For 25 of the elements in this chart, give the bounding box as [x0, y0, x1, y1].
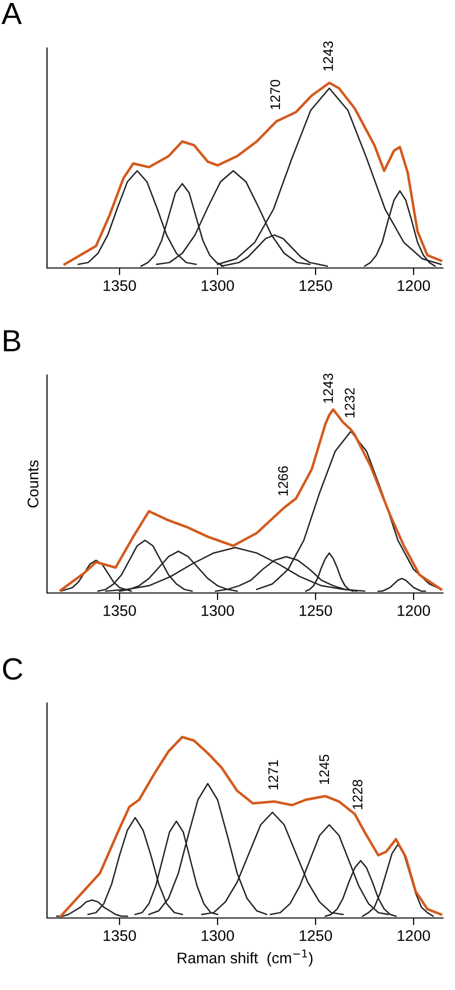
chart-title: B — [4, 330, 20, 352]
x-tick-label: 1200 — [398, 605, 430, 616]
annotation: 1270 — [270, 80, 280, 110]
annotation: 1243 — [323, 374, 334, 403]
x-tick-label: 1250 — [300, 280, 332, 292]
x-tick-label: 1250 — [300, 930, 332, 942]
annotation: 1243 — [323, 41, 334, 71]
chart-title: C — [3, 658, 22, 680]
x-tick-label: 1350 — [104, 930, 136, 942]
chart-title: A — [2, 3, 22, 24]
x-tick-label: 1300 — [202, 280, 234, 292]
x-tick-label: 1250 — [300, 605, 332, 616]
x-tick-label: 1350 — [104, 280, 136, 292]
x-axis-title: Raman shift (cm$^{−1}$) — [178, 950, 312, 966]
annotation: 1245 — [319, 754, 330, 784]
annotation: 1232 — [344, 388, 355, 418]
x-tick-label: 1200 — [398, 930, 430, 942]
annotation: 1266 — [278, 466, 288, 496]
y-axis-title: Counts — [28, 460, 38, 508]
x-tick-label: 1200 — [398, 280, 430, 292]
x-tick-label: 1300 — [202, 605, 234, 616]
annotation: 1271 — [268, 760, 278, 790]
annotation: 1228 — [352, 780, 362, 810]
x-tick-label: 1300 — [202, 930, 234, 942]
x-tick-label: 1350 — [104, 605, 136, 616]
